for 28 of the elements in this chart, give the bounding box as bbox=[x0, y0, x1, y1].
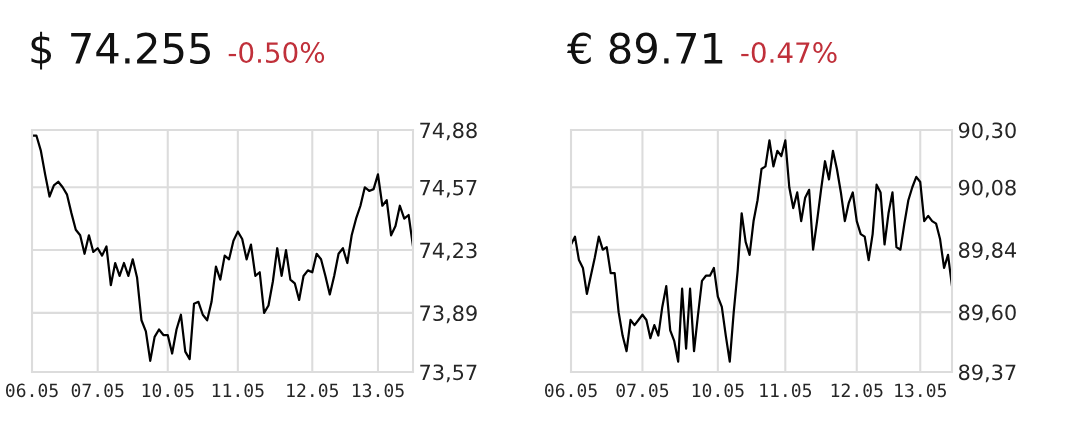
x-tick-label: 11.05 bbox=[760, 383, 812, 398]
line-series bbox=[571, 139, 952, 363]
y-tick-label: 74,88 bbox=[420, 122, 477, 141]
x-tick-label: 12.05 bbox=[287, 383, 339, 398]
x-tick-label: 13.05 bbox=[895, 383, 946, 398]
x-tick-label: 07.05 bbox=[616, 383, 669, 398]
chart-subtitle: -0.47% bbox=[741, 42, 837, 64]
y-tick-label: 73,89 bbox=[420, 305, 477, 324]
x-tick-label: 06.05 bbox=[545, 383, 597, 398]
chart-subtitle: -0.50% bbox=[228, 42, 325, 64]
x-tick-label: 07.05 bbox=[71, 383, 124, 398]
y-tick-label: 89,37 bbox=[958, 364, 1016, 383]
y-tick-label: 90,08 bbox=[958, 179, 1016, 198]
y-tick-label: 74,57 bbox=[420, 179, 477, 198]
y-tick-label: 74,23 bbox=[420, 242, 477, 261]
y-tick-label: 89,84 bbox=[958, 242, 1017, 261]
x-tick-label: 12.05 bbox=[831, 383, 883, 398]
y-tick-label: 73,57 bbox=[420, 364, 477, 383]
x-tick-label: 11.05 bbox=[212, 383, 264, 398]
chart-title: $ 74.255 bbox=[31, 31, 210, 70]
line-series bbox=[32, 134, 413, 363]
x-tick-label: 10.05 bbox=[692, 383, 744, 398]
chart-title: € 89.71 bbox=[567, 32, 723, 65]
x-tick-label: 13.05 bbox=[352, 383, 404, 398]
x-tick-label: 06.05 bbox=[6, 383, 58, 398]
y-tick-label: 89,60 bbox=[958, 304, 1016, 323]
x-tick-label: 10.05 bbox=[142, 383, 194, 398]
y-tick-label: 90,30 bbox=[958, 122, 1016, 141]
